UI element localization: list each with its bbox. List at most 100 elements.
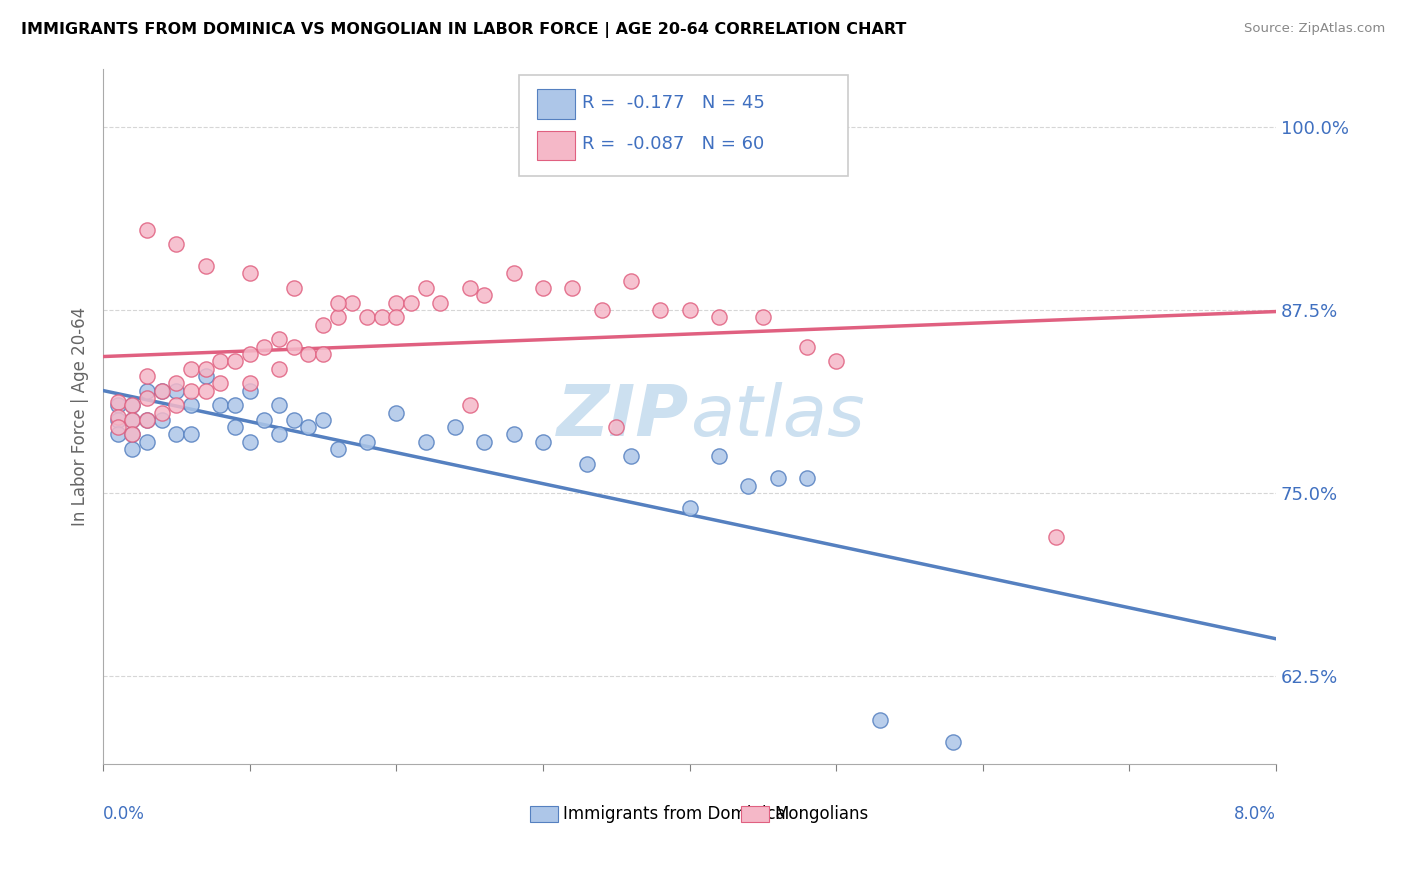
Point — [180, 398, 202, 412]
Point — [399, 295, 422, 310]
Point — [385, 310, 408, 325]
Point — [121, 427, 143, 442]
Point — [869, 713, 891, 727]
Point — [121, 398, 143, 412]
Point — [591, 303, 613, 318]
Point — [283, 413, 305, 427]
Point — [107, 409, 129, 424]
Point — [678, 500, 700, 515]
Point — [385, 295, 408, 310]
Point — [107, 395, 129, 409]
Point — [150, 405, 173, 419]
FancyBboxPatch shape — [537, 131, 575, 161]
Point — [121, 427, 143, 442]
Point — [224, 420, 246, 434]
Point — [194, 368, 217, 383]
Point — [165, 398, 187, 412]
Point — [121, 413, 143, 427]
Point — [239, 347, 262, 361]
FancyBboxPatch shape — [519, 76, 848, 177]
FancyBboxPatch shape — [741, 805, 769, 822]
Point — [194, 259, 217, 273]
Point — [415, 281, 437, 295]
Point — [356, 434, 378, 449]
Text: Source: ZipAtlas.com: Source: ZipAtlas.com — [1244, 22, 1385, 36]
FancyBboxPatch shape — [530, 805, 558, 822]
Point — [165, 427, 187, 442]
Text: R =  -0.177   N = 45: R = -0.177 N = 45 — [582, 94, 765, 112]
Point — [180, 427, 202, 442]
Point — [444, 420, 467, 434]
Point — [165, 237, 187, 252]
Point — [150, 384, 173, 398]
Point — [150, 384, 173, 398]
Point — [267, 398, 290, 412]
Point — [107, 427, 129, 442]
Point — [326, 442, 349, 456]
Point — [458, 398, 481, 412]
Point — [312, 318, 335, 332]
Point — [136, 391, 159, 405]
Point — [136, 368, 159, 383]
Point — [766, 471, 789, 485]
Point — [752, 310, 775, 325]
Point — [150, 413, 173, 427]
Text: 0.0%: 0.0% — [103, 805, 145, 823]
Point — [253, 340, 276, 354]
Y-axis label: In Labor Force | Age 20-64: In Labor Force | Age 20-64 — [72, 307, 89, 525]
Point — [107, 420, 129, 434]
Point — [239, 384, 262, 398]
Point — [136, 413, 159, 427]
Point — [312, 413, 335, 427]
Point — [1045, 530, 1067, 544]
Point — [825, 354, 848, 368]
Point — [678, 303, 700, 318]
Point — [942, 735, 965, 749]
Text: atlas: atlas — [689, 382, 865, 450]
Point — [165, 384, 187, 398]
Point — [224, 354, 246, 368]
Point — [239, 267, 262, 281]
Point — [136, 434, 159, 449]
Point — [531, 281, 554, 295]
Point — [165, 376, 187, 391]
Point — [502, 427, 524, 442]
Point — [531, 434, 554, 449]
Point — [267, 332, 290, 346]
Point — [385, 405, 408, 419]
Point — [620, 450, 643, 464]
Point — [502, 267, 524, 281]
Point — [356, 310, 378, 325]
Point — [194, 361, 217, 376]
Point — [239, 376, 262, 391]
Point — [429, 295, 451, 310]
Point — [180, 361, 202, 376]
Point — [458, 281, 481, 295]
Point — [283, 340, 305, 354]
Point — [472, 288, 495, 302]
Point — [796, 471, 818, 485]
Point — [370, 310, 392, 325]
Text: 8.0%: 8.0% — [1234, 805, 1277, 823]
Point — [107, 413, 129, 427]
Point — [283, 281, 305, 295]
Point — [561, 281, 583, 295]
Point — [239, 434, 262, 449]
Point — [267, 361, 290, 376]
Point — [253, 413, 276, 427]
Point — [209, 398, 232, 412]
Point — [180, 384, 202, 398]
Point — [326, 310, 349, 325]
Point — [297, 420, 319, 434]
Point — [575, 457, 598, 471]
Point — [650, 303, 672, 318]
Point — [707, 450, 730, 464]
Point — [326, 295, 349, 310]
Point — [224, 398, 246, 412]
Point — [136, 413, 159, 427]
Point — [342, 295, 364, 310]
Text: R =  -0.087   N = 60: R = -0.087 N = 60 — [582, 136, 763, 153]
Point — [297, 347, 319, 361]
Point — [737, 479, 759, 493]
Point — [620, 274, 643, 288]
